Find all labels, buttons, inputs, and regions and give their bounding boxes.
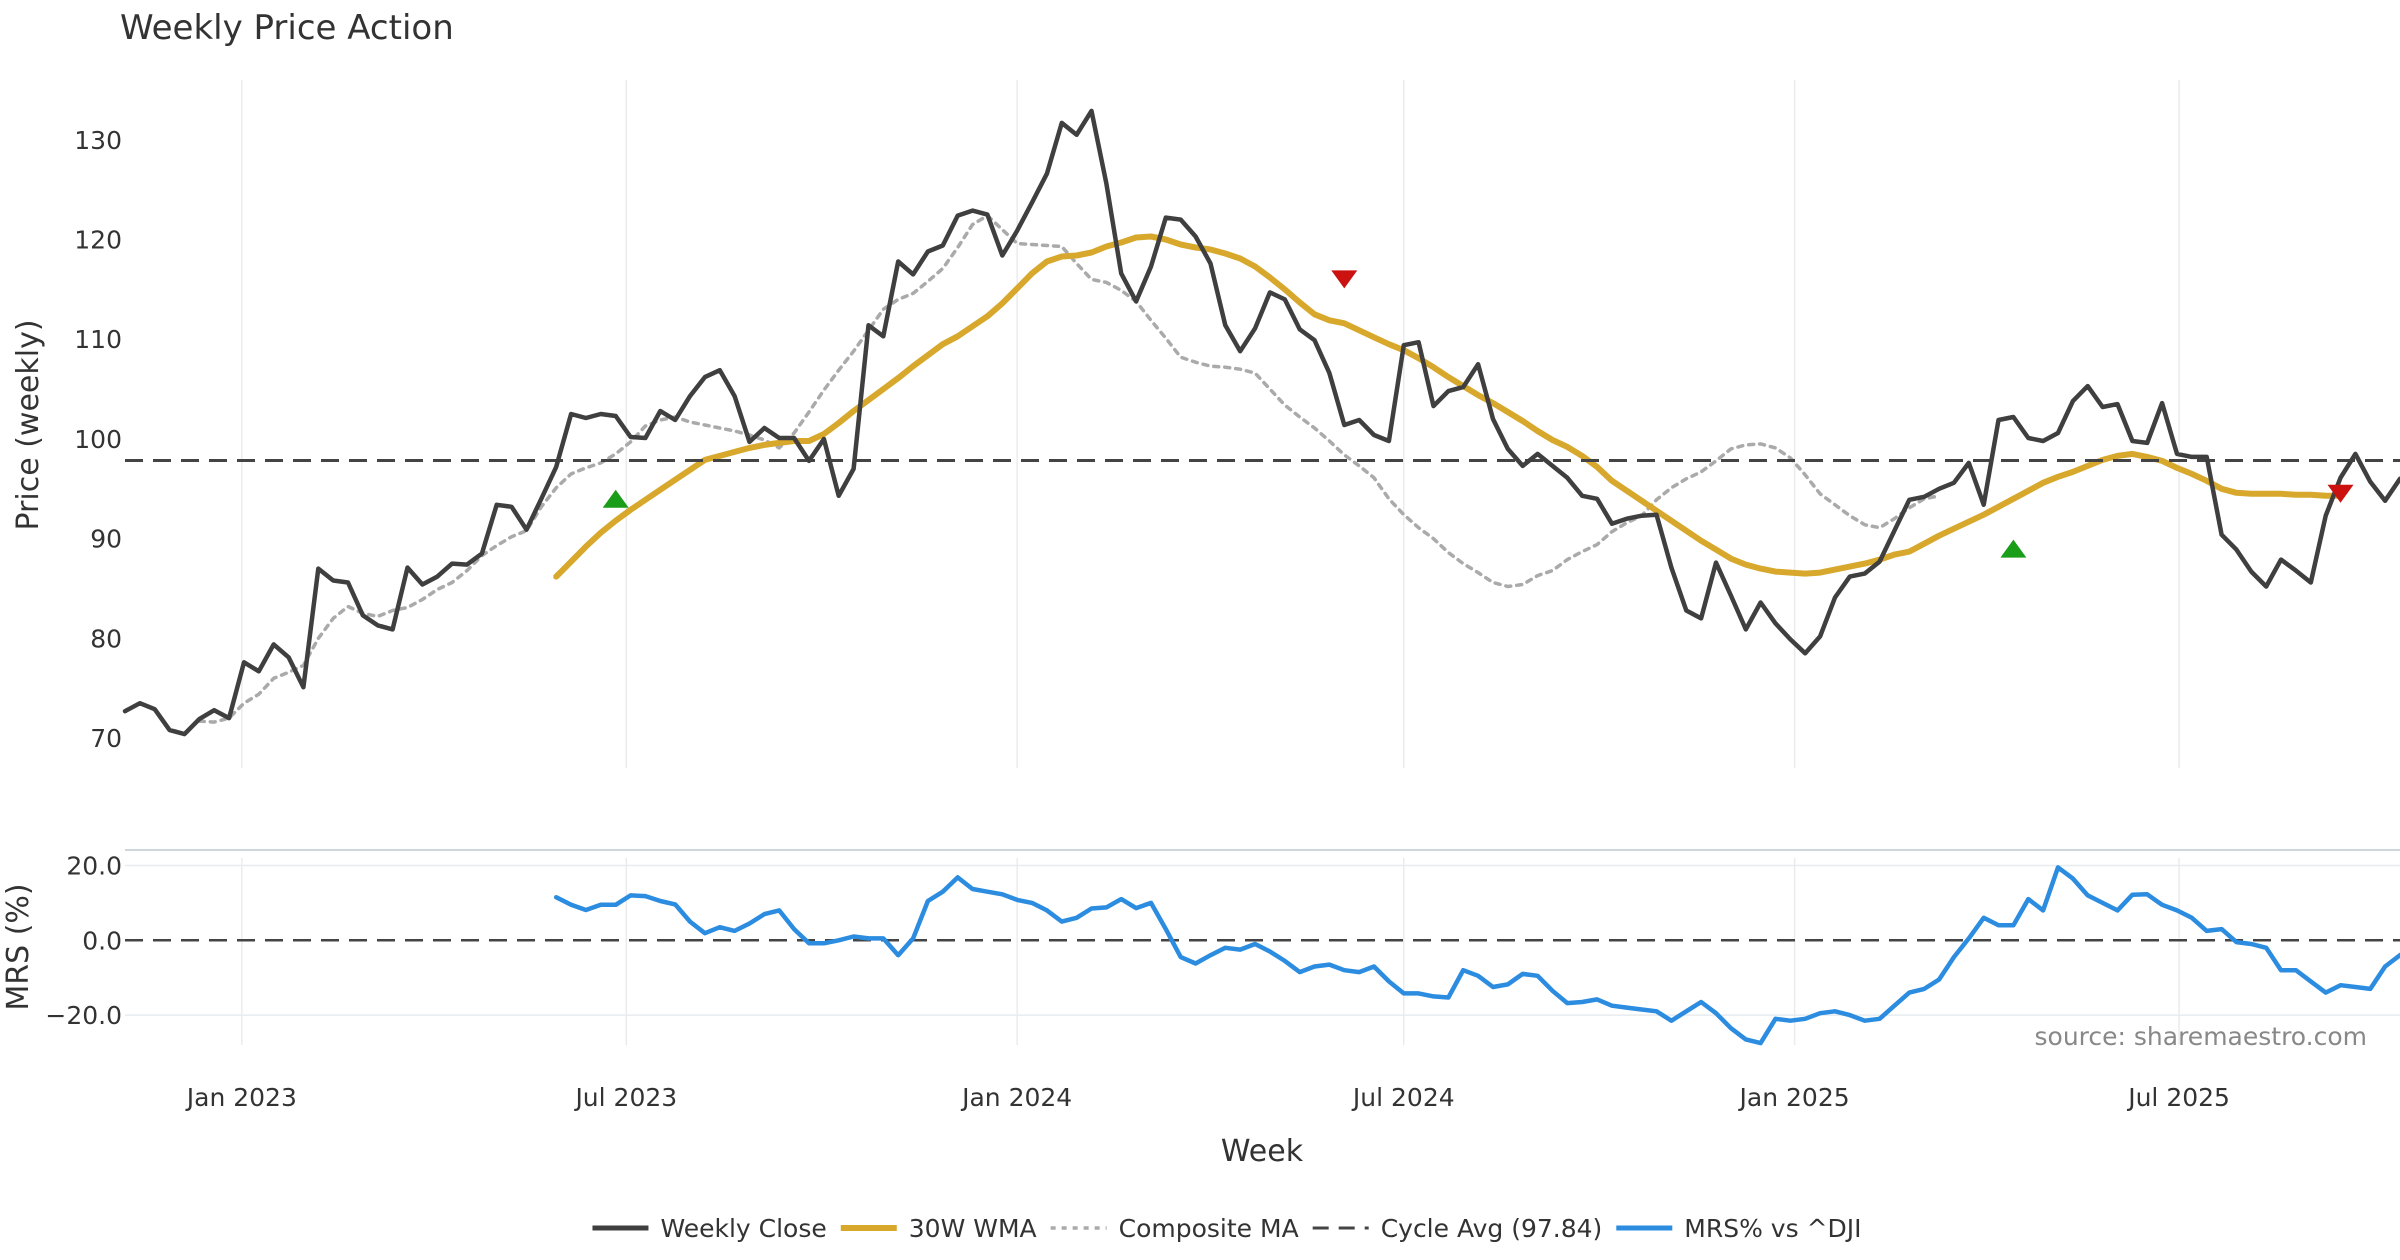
price-panel-grid: [241, 80, 2180, 768]
x-axis-label: Week: [1221, 1134, 1304, 1169]
x-tick-label: Jul 2025: [2126, 1083, 2230, 1112]
price-series-group: [122, 108, 2400, 737]
buy-signal-marker: [2000, 539, 2027, 558]
price-y-tick-label: 80: [90, 624, 122, 653]
x-axis-ticks: Jan 2023 Jul 2023 Jan 2024 Jul 2024 Jan 2025…: [185, 1083, 2230, 1112]
legend-label-composite: Composite MA: [1119, 1214, 1299, 1243]
buy-signal-marker: [602, 489, 629, 508]
price-y-tick-label: 90: [90, 525, 122, 554]
price-y-tick-label: 70: [90, 724, 122, 753]
price-y-tick-label: 120: [74, 226, 122, 255]
mrs-y-tick-label: 20.0: [66, 851, 122, 880]
x-tick-label: Jul 2024: [1351, 1083, 1455, 1112]
price-y-tick-label: 100: [74, 425, 122, 454]
sell-signal-marker: [2327, 484, 2354, 503]
legend: Weekly Close 30W WMA Composite MA Cycle Avg…: [592, 1214, 1862, 1243]
mrs-y-axis-ticks: 20.0 0.0 −20.0: [45, 851, 122, 1030]
legend-label-mrs: MRS% vs ^DJI: [1684, 1214, 1861, 1243]
x-tick-label: Jan 2023: [185, 1083, 297, 1112]
series-line-close: [122, 108, 2400, 737]
price-y-axis-label: Price (weekly): [11, 319, 46, 530]
series-line-composite: [197, 213, 1941, 724]
mrs-y-tick-label: 0.0: [82, 926, 122, 955]
mrs-y-axis-label: MRS (%): [1, 883, 36, 1010]
x-tick-label: Jul 2023: [573, 1083, 677, 1112]
mrs-panel-grid: [125, 858, 2400, 1045]
x-tick-label: Jan 2024: [960, 1083, 1072, 1112]
sell-signal-marker: [1331, 270, 1358, 289]
source-label: source: sharemaestro.com: [2035, 1022, 2368, 1051]
series-line-mrs: [553, 865, 2400, 1046]
legend-label-cycle: Cycle Avg (97.84): [1381, 1214, 1603, 1243]
price-y-axis-ticks: 70 80 90 100 110 120 130: [74, 126, 122, 753]
chart-title: Weekly Price Action: [120, 8, 454, 48]
price-y-tick-label: 110: [74, 325, 122, 354]
legend-label-close: Weekly Close: [660, 1214, 826, 1243]
legend-label-wma: 30W WMA: [909, 1214, 1037, 1243]
signal-markers: [602, 270, 2354, 558]
series-line-wma: [553, 233, 2344, 580]
price-y-tick-label: 130: [74, 126, 122, 155]
x-tick-label: Jan 2025: [1738, 1083, 1850, 1112]
mrs-y-tick-label: −20.0: [45, 1001, 122, 1030]
mrs-series-group: [125, 865, 2400, 1046]
